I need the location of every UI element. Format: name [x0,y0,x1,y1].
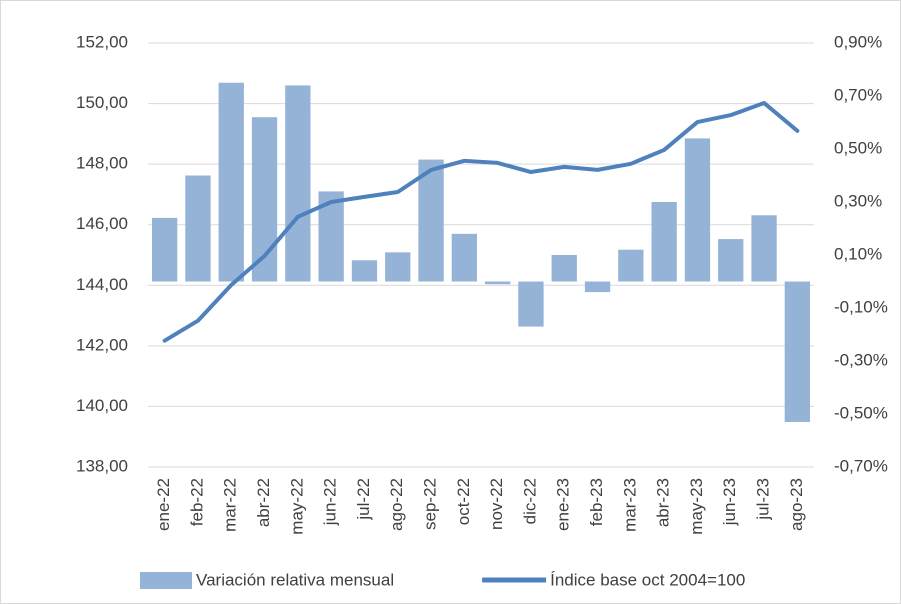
x-tick-label: ago-22 [387,478,406,531]
bar [518,281,544,327]
y-tick-label: 150,00 [76,93,128,112]
bar [684,138,711,282]
bar [285,85,311,282]
x-tick-label: dic-22 [520,478,539,524]
x-tick-label: oct-22 [454,478,473,525]
x-tick-label: feb-22 [187,478,206,526]
x-tick-label: feb-23 [587,478,606,526]
bar [451,233,478,282]
x-tick-label: mar-22 [221,478,240,532]
x-tick-label: sep-22 [421,478,440,530]
bar [784,281,811,422]
x-tick-label: jul-22 [354,478,373,521]
bar [151,217,178,282]
legend-label: Índice base oct 2004=100 [550,570,745,589]
y-tick-label: 148,00 [76,154,128,173]
x-tick-label: ene-22 [154,478,173,531]
y-tick-label: 140,00 [76,396,128,415]
bar [484,281,511,285]
x-tick-label: nov-22 [487,478,506,530]
y2-tick-label: 0,70% [834,85,882,104]
y-tick-label: 144,00 [76,275,128,294]
bar [584,281,611,293]
bar [218,82,244,282]
legend-swatch [140,572,192,589]
x-tick-label: ene-23 [554,478,573,531]
x-tick-label: abr-23 [654,478,673,527]
x-tick-label: jul-23 [754,478,773,521]
bar [618,249,644,282]
y-tick-label: 142,00 [76,335,128,354]
x-tick-label: jun-22 [321,478,340,526]
legend-label: Variación relativa mensual [196,570,394,589]
y2-tick-label: 0,10% [834,244,882,263]
bar [418,159,444,282]
x-tick-label: ago-23 [787,478,806,531]
bar [718,239,744,282]
x-tick-label: may-23 [687,478,706,535]
y2-tick-label: -0,70% [834,456,888,475]
y-tick-label: 146,00 [76,214,128,233]
y2-tick-label: 0,90% [834,32,882,51]
x-tick-label: mar-23 [620,478,639,532]
y2-tick-label: -0,50% [834,403,888,422]
x-tick-label: jun-23 [720,478,739,526]
y-tick-label: 138,00 [76,456,128,475]
x-tick-label: abr-22 [254,478,273,527]
bar [185,175,211,282]
line [162,100,800,343]
bar [651,202,677,282]
bar [751,215,777,282]
bar [351,260,378,282]
x-tick-label: may-22 [287,478,306,535]
y2-tick-label: 0,30% [834,191,882,210]
bar [551,255,577,282]
y-tick-label: 152,00 [76,32,128,51]
y2-tick-label: -0,30% [834,350,888,369]
bar [385,252,411,282]
y2-tick-label: 0,50% [834,138,882,157]
y2-tick-label: -0,10% [834,297,888,316]
